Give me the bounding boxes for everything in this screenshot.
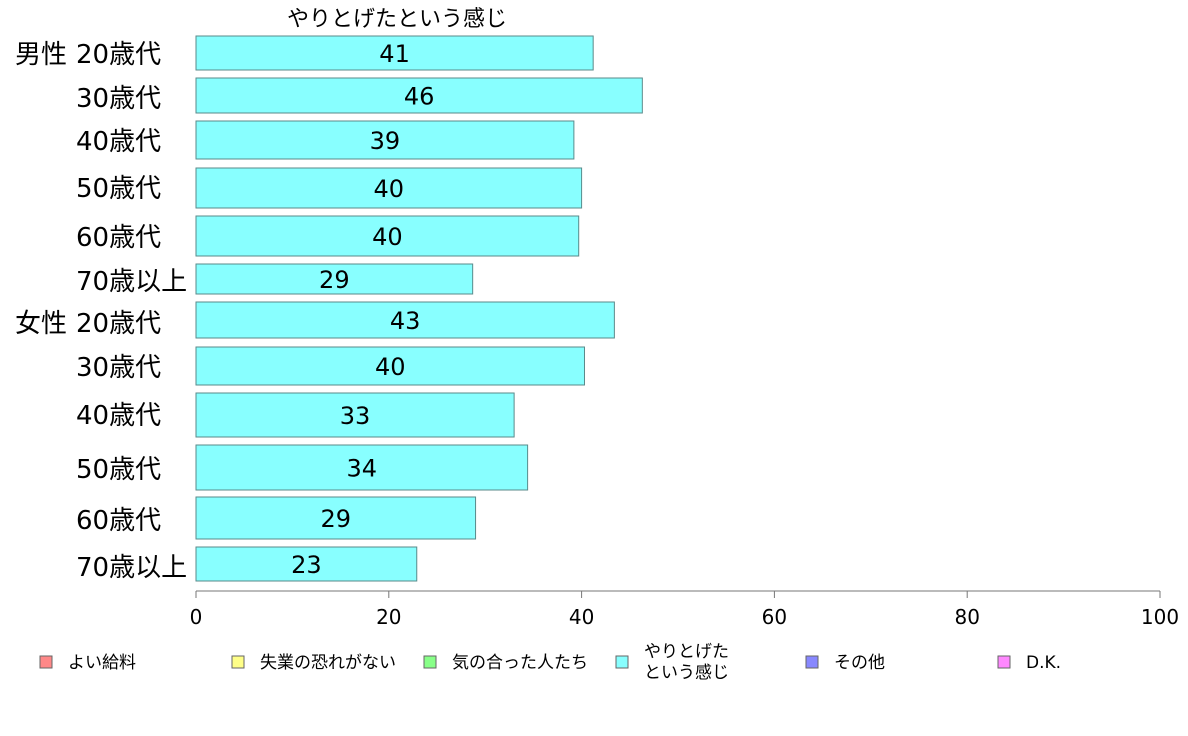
category-label: 50歳代 [76, 174, 161, 204]
data-label: 39 [370, 127, 401, 155]
legend-swatch [423, 655, 437, 669]
bar [195, 215, 580, 257]
bar [195, 35, 594, 71]
legend-label: D.K. [1026, 653, 1061, 673]
legend-swatch [997, 655, 1011, 669]
bar [195, 301, 615, 339]
x-axis: 0 20 40 60 80 100 [190, 590, 1179, 629]
x-tick-label: 60 [762, 605, 787, 629]
group-label: 女性 [15, 309, 67, 339]
legend-swatch [39, 655, 53, 669]
category-label: 30歳代 [76, 353, 161, 383]
legend-label: 失業の恐れがない [260, 653, 396, 673]
category-label: 60歳代 [76, 223, 161, 253]
bar [195, 546, 418, 582]
data-label: 46 [404, 83, 435, 111]
legend-label: 気の合った人たち [452, 653, 588, 673]
data-label: 34 [347, 455, 378, 483]
category-label: 40歳代 [76, 127, 161, 157]
category-label: 70歳以上 [76, 267, 187, 297]
legend-swatch [615, 655, 629, 669]
bar [195, 167, 583, 209]
category-label: 20歳代 [76, 309, 161, 339]
data-label: 29 [321, 505, 352, 533]
x-tick-label: 20 [376, 605, 401, 629]
x-tick-label: 40 [569, 605, 594, 629]
x-tick-label: 0 [190, 605, 203, 629]
category-label: 40歳代 [76, 401, 161, 431]
data-label: 40 [372, 223, 403, 251]
legend: よい給料 失業の恐れがない 気の合った人たち やりとげたという感じ その他 D.K. [39, 642, 1061, 683]
x-tick-label: 80 [954, 605, 979, 629]
legend-swatch [805, 655, 819, 669]
legend-label: よい給料 [68, 653, 136, 673]
category-label: 60歳代 [76, 506, 161, 536]
legend-swatch [231, 655, 245, 669]
data-label: 33 [340, 402, 371, 430]
bar [195, 496, 477, 540]
bar [195, 444, 529, 491]
bar [195, 392, 515, 438]
bar [195, 120, 575, 160]
category-label: 30歳代 [76, 84, 161, 114]
category-label: 50歳代 [76, 455, 161, 485]
bar [195, 346, 585, 386]
category-label: 70歳以上 [76, 553, 187, 583]
data-label: 43 [390, 307, 421, 335]
x-tick-label: 100 [1141, 605, 1179, 629]
group-label: 男性 [15, 40, 67, 70]
data-label: 40 [374, 175, 405, 203]
chart-title: やりとげたという感じ [287, 7, 507, 32]
data-label: 41 [379, 40, 410, 68]
category-label: 20歳代 [76, 40, 161, 70]
bar [195, 263, 474, 295]
data-label: 23 [291, 551, 322, 579]
data-label: 40 [375, 353, 406, 381]
data-label: 29 [319, 266, 350, 294]
legend-label: やりとげたという感じ [644, 642, 729, 683]
legend-label: その他 [834, 653, 885, 673]
bar [195, 77, 643, 114]
